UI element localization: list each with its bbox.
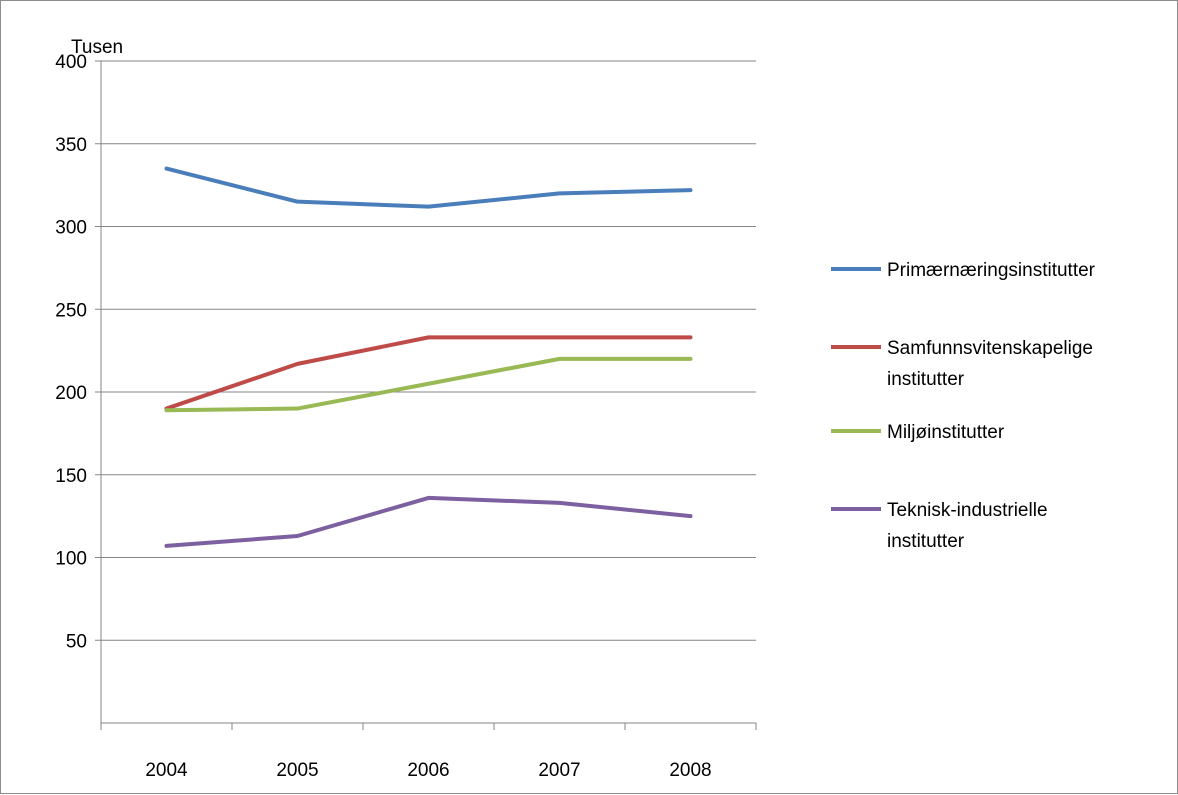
y-tick-label: 250: [55, 300, 87, 321]
y-tick-label: 150: [55, 466, 87, 487]
x-tick-label: 2004: [145, 760, 188, 781]
series-line-2: [164, 356, 693, 413]
x-tick-label: 2006: [407, 760, 449, 781]
legend-label: Samfunnsvitenskapelige: [887, 338, 1093, 359]
legend-label: Primærnæringsinstitutter: [887, 260, 1096, 281]
legend-label: institutter: [887, 531, 965, 552]
legend-label: Teknisk-industrielle: [887, 500, 1048, 521]
y-tick-label: 400: [55, 52, 87, 73]
gridlines: [101, 60, 756, 641]
series-line-3: [164, 495, 693, 548]
x-tick-label: 2005: [276, 760, 318, 781]
legend-label: institutter: [887, 369, 965, 390]
y-tick-label: 50: [66, 631, 87, 652]
x-tick-label: 2007: [538, 760, 580, 781]
legend: Primærnæringsinstitutter Samfunnsvitenska…: [831, 260, 1096, 552]
y-tick-label: 350: [55, 135, 87, 156]
legend-label: Miljøinstitutter: [887, 422, 1005, 443]
y-tick-label: 200: [55, 383, 87, 404]
y-tick-label: 300: [55, 218, 87, 239]
x-tick-label: 2008: [669, 760, 711, 781]
series-lines: [164, 166, 693, 548]
axes: 50 100 150 200 250 300 350 400 2004 2005 2006 2007 2…: [55, 52, 757, 781]
series-line-0: [164, 166, 693, 209]
y-tick-label: 100: [55, 549, 87, 570]
y-unit-label: Tusen: [71, 37, 123, 58]
series-line-1: [164, 335, 693, 411]
